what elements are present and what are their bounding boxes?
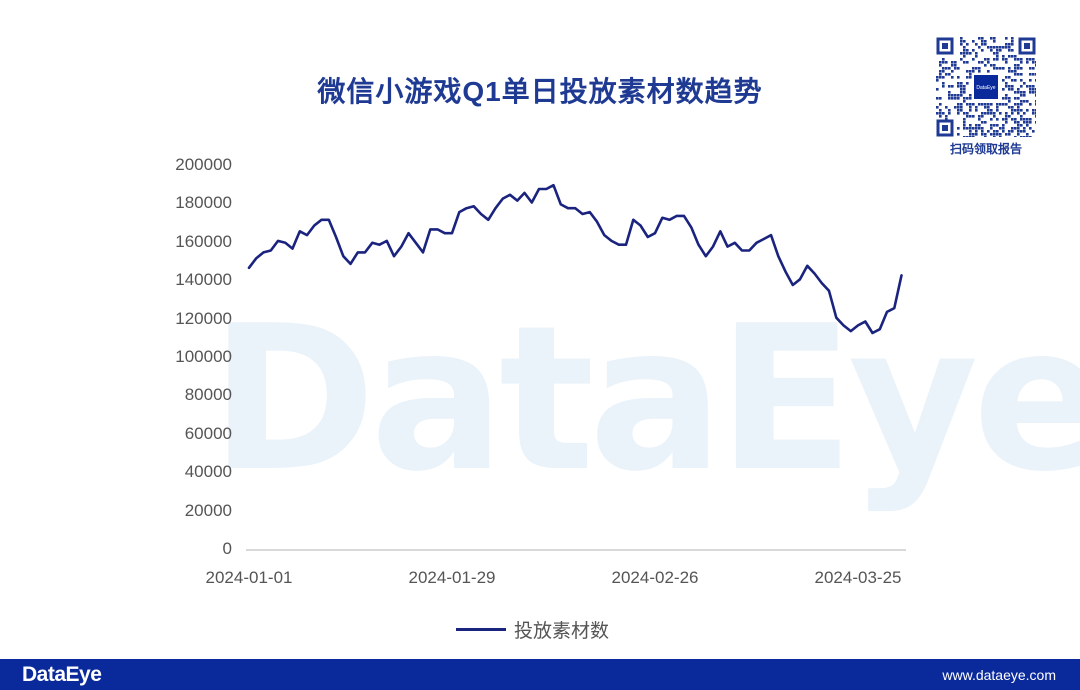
x-tick-label: 2024-03-25 [814, 568, 902, 587]
legend: 投放素材数 [456, 616, 609, 643]
x-tick-label: 2024-01-01 [205, 568, 293, 587]
y-tick-label: 180000 [175, 193, 232, 213]
x-tick-label: 2024-01-29 [408, 568, 496, 587]
y-tick-label: 160000 [175, 231, 232, 251]
legend-line-icon [456, 628, 506, 631]
footer-logo: DataEye [22, 662, 102, 686]
footer-bar: DataEye www.dataeye.com [0, 659, 1080, 690]
footer-url[interactable]: www.dataeye.com [942, 666, 1056, 683]
qr-code: DataEye [936, 37, 1036, 137]
y-tick-label: 20000 [184, 500, 232, 520]
y-tick-label: 80000 [184, 385, 232, 405]
qr-caption: 扫码领取报告 [949, 142, 1022, 156]
y-tick-label: 40000 [184, 462, 232, 482]
y-tick-label: 140000 [175, 270, 232, 290]
watermark: DataEye [210, 283, 1080, 516]
qr-center-label: DataEye [976, 85, 995, 91]
y-tick-label: 60000 [184, 423, 232, 443]
y-tick-label: 200000 [175, 155, 232, 174]
x-tick-label: 2024-02-26 [611, 568, 699, 587]
y-tick-label: 0 [222, 539, 232, 558]
series-line-投放素材数 [247, 183, 903, 335]
y-tick-label: 100000 [175, 347, 232, 366]
chart-title: 微信小游戏Q1单日投放素材数趋势 [317, 76, 763, 107]
legend-label: 投放素材数 [514, 621, 610, 642]
y-tick-label: 120000 [175, 308, 232, 328]
